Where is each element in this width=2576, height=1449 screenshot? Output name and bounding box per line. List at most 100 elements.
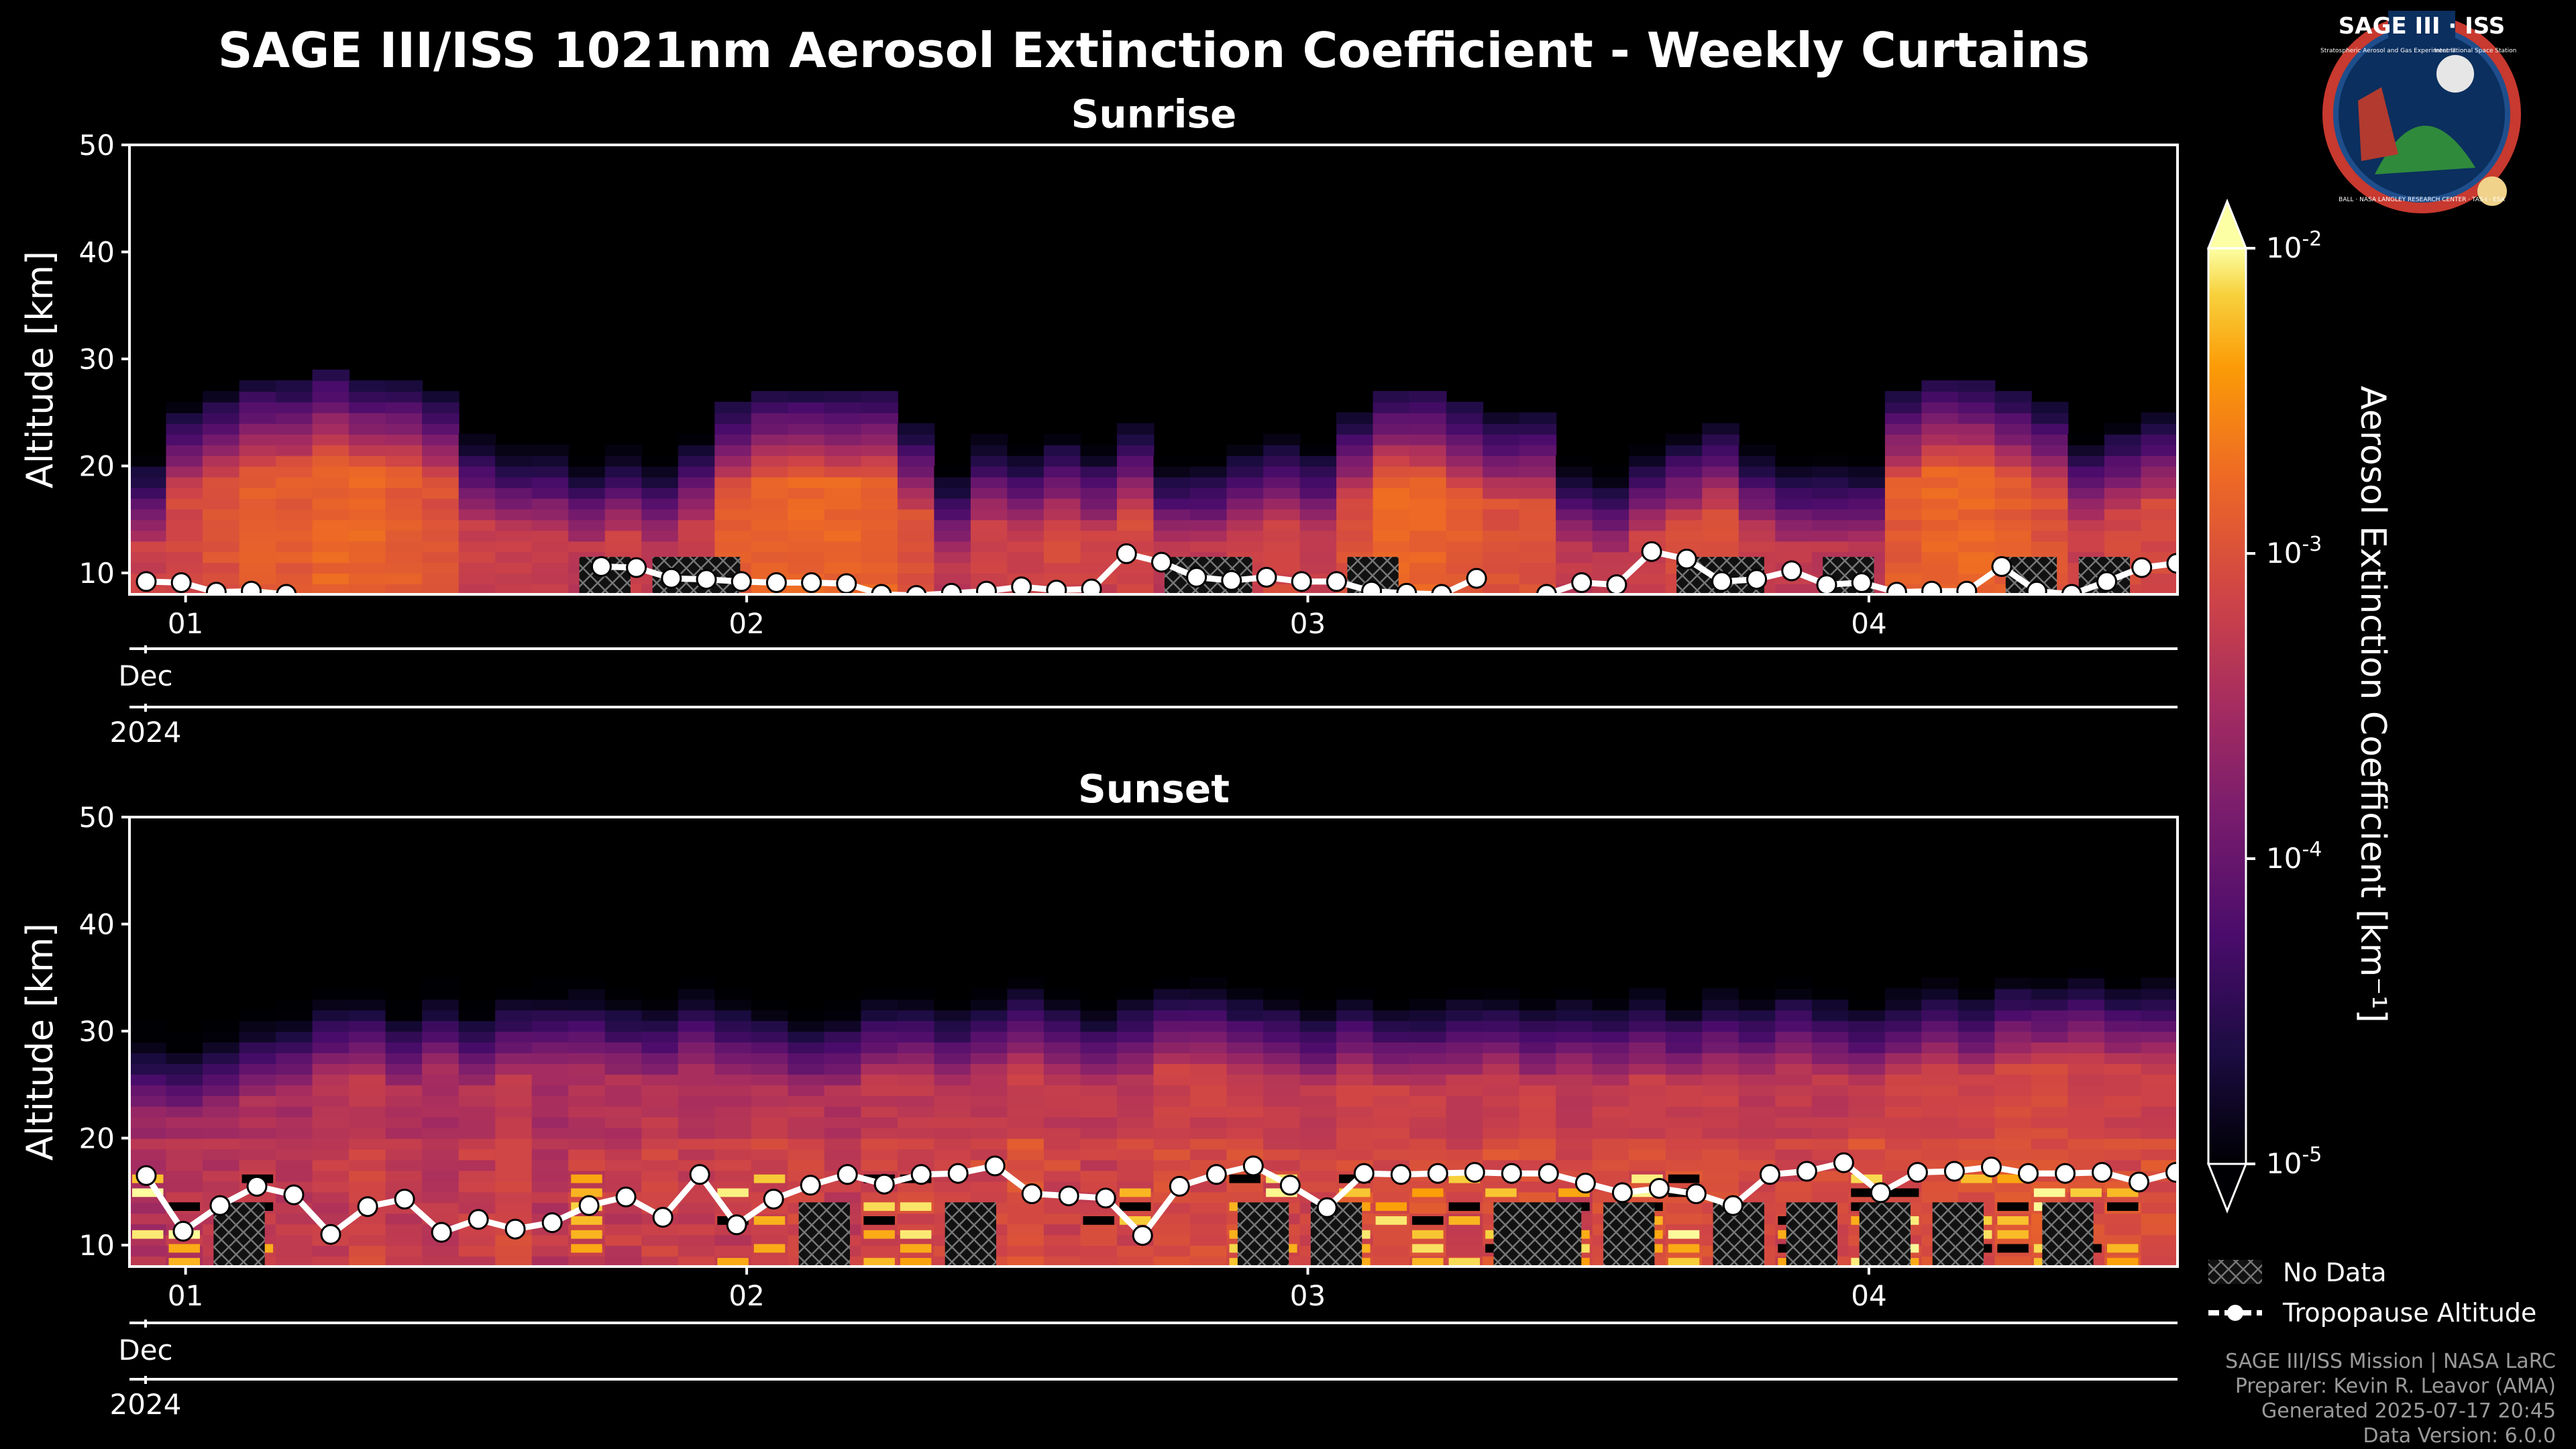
heatmap-cell <box>1117 508 1155 521</box>
heatmap-cell <box>788 466 825 478</box>
heatmap-cell <box>203 466 240 478</box>
heatmap-cell <box>495 1191 533 1203</box>
heatmap-cell <box>312 1010 350 1022</box>
heatmap-cell <box>1519 455 1557 467</box>
heatmap-cell <box>1884 476 1923 488</box>
heatmap-cell <box>2031 1138 2069 1150</box>
heatmap-cell <box>495 1010 533 1022</box>
heatmap-cell <box>1373 455 1411 467</box>
heatmap-cell <box>2068 519 2105 531</box>
heatmap-cell <box>1775 455 1813 467</box>
heatmap-cell <box>714 1138 752 1150</box>
tropopause-point <box>1279 1175 1301 1196</box>
heatmap-cell <box>1226 1127 1264 1139</box>
heatmap-cell <box>2141 1063 2178 1075</box>
heatmap-cell <box>1153 1020 1191 1032</box>
heatmap-cell <box>1043 1073 1081 1085</box>
heatmap-cell <box>1994 1256 2032 1267</box>
heatmap-cell <box>531 487 570 499</box>
heatmap-cell <box>1043 455 1081 467</box>
heatmap-cell <box>1775 498 1813 510</box>
heatmap-cell <box>1957 999 1996 1011</box>
heatmap-cell <box>1665 1084 1703 1096</box>
heatmap-cell <box>1994 1106 2032 1118</box>
heatmap-cell <box>1519 1191 1557 1203</box>
heatmap-cell <box>239 1063 277 1075</box>
heatmap-cell <box>129 1256 167 1267</box>
heatmap-cell <box>604 1170 643 1182</box>
heatmap-cell <box>166 1138 203 1150</box>
heatmap-cell <box>1887 1188 1919 1197</box>
heatmap-cell <box>2141 1202 2178 1214</box>
heatmap-cell <box>385 551 423 564</box>
heatmap-cell <box>1336 519 1374 531</box>
heatmap-cell <box>2104 455 2142 467</box>
colorbar-tick-exponent: -2 <box>2302 227 2322 251</box>
heatmap-cell <box>2104 498 2142 510</box>
colorbar-label: Aerosol Extinction Coefficient [km⁻¹] <box>2353 386 2393 1023</box>
heatmap-cell <box>970 1063 1008 1075</box>
heatmap-cell <box>1007 1042 1044 1053</box>
heatmap-cell <box>2141 1148 2178 1161</box>
heatmap-cell <box>2068 1031 2105 1042</box>
heatmap-cell <box>349 1106 386 1118</box>
heatmap-cell <box>385 390 423 402</box>
heatmap-cell <box>1957 401 1996 413</box>
heatmap-cell <box>604 999 643 1011</box>
heatmap-cell <box>1957 551 1996 564</box>
tropopause-point <box>1536 584 1557 594</box>
heatmap-cell <box>714 1159 752 1171</box>
y-tick-label: 20 <box>79 1122 115 1155</box>
heatmap-cell <box>1263 541 1301 553</box>
heatmap-cell <box>1446 988 1484 1000</box>
heatmap-cell <box>1409 1063 1447 1075</box>
heatmap-cell <box>349 530 386 542</box>
heatmap-cell <box>1921 1106 1959 1118</box>
heatmap-cell <box>531 1202 570 1214</box>
heatmap-cell <box>1921 999 1959 1011</box>
heatmap-cell <box>1007 487 1044 499</box>
heatmap-cell <box>1007 551 1044 564</box>
heatmap-cell <box>861 988 898 1000</box>
heatmap-cell <box>1629 498 1666 510</box>
heatmap-cell <box>1226 1031 1264 1042</box>
colorbar-tick-exponent: -5 <box>2302 1143 2322 1167</box>
heatmap-cell <box>276 1073 313 1085</box>
heatmap-cell <box>714 1106 752 1118</box>
heatmap-cell <box>2141 530 2178 542</box>
heatmap-cell <box>276 1234 313 1246</box>
heatmap-cell <box>1957 1148 1996 1161</box>
heatmap-cell <box>1811 541 1849 553</box>
heatmap-cell <box>276 444 313 456</box>
heatmap-cell <box>1483 584 1520 594</box>
heatmap-cell <box>1994 423 2032 435</box>
heatmap-cell <box>531 466 570 478</box>
heatmap-cell <box>312 573 350 585</box>
heatmap-cell <box>861 390 898 402</box>
heatmap-cell <box>1080 1148 1118 1161</box>
heatmap-cell <box>1373 1010 1411 1022</box>
heatmap-cell <box>385 412 423 424</box>
heatmap-cell <box>168 1244 200 1253</box>
heatmap-cell <box>531 1170 570 1182</box>
heatmap-cell <box>2141 988 2178 1000</box>
heatmap-cell <box>1519 1042 1557 1053</box>
tropopause-point <box>1574 1173 1596 1194</box>
heatmap-cell <box>458 1138 496 1150</box>
heatmap-cell <box>2107 1244 2139 1253</box>
heatmap-cell <box>2031 1084 2069 1096</box>
y-tick-label: 50 <box>79 129 115 162</box>
heatmap-cell <box>129 466 167 478</box>
heatmap-cell <box>239 412 277 424</box>
heatmap-cell <box>276 1031 313 1042</box>
heatmap-cell <box>1153 1213 1191 1225</box>
heatmap-cell <box>1043 1234 1081 1246</box>
heatmap-cell <box>1446 1010 1484 1022</box>
heatmap-cell <box>1080 1010 1118 1022</box>
heatmap-cell <box>1665 999 1703 1011</box>
heatmap-cell <box>2068 498 2105 510</box>
heatmap-cell <box>1775 1073 1813 1085</box>
heatmap-cell <box>312 423 350 435</box>
heatmap-cell <box>1997 1244 2029 1253</box>
tropopause-point <box>1431 584 1452 594</box>
